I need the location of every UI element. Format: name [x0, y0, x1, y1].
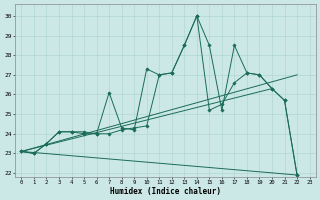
X-axis label: Humidex (Indice chaleur): Humidex (Indice chaleur)	[110, 187, 221, 196]
